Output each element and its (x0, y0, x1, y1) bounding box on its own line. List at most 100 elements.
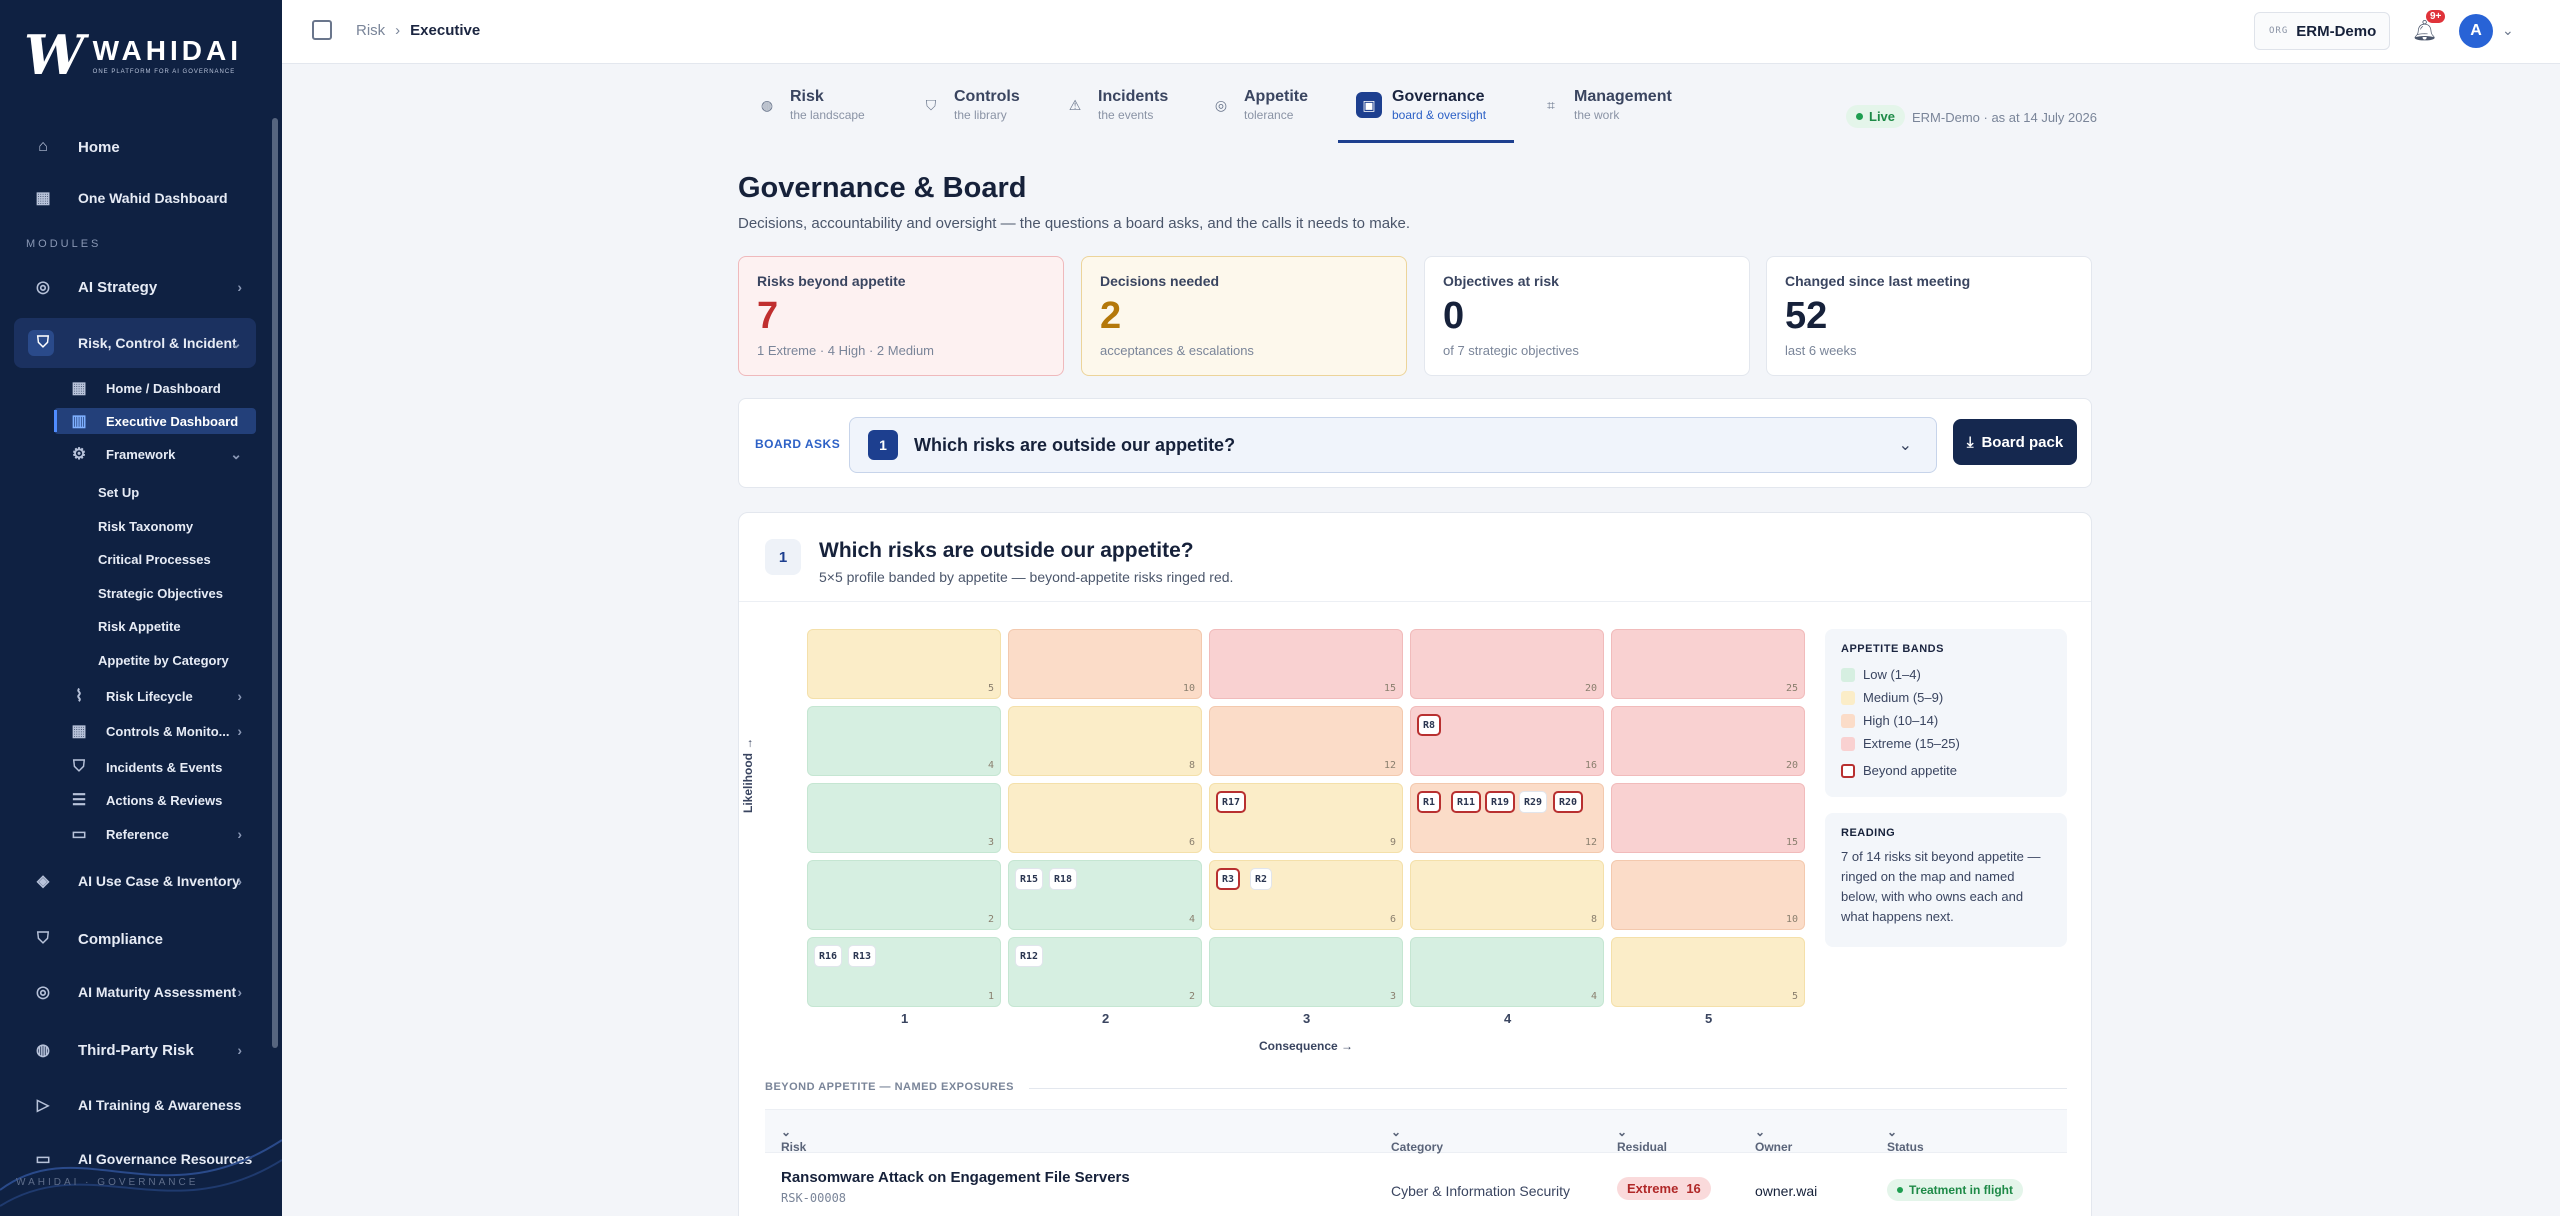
kpi-risks-beyond-appetite[interactable]: Risks beyond appetite 7 1 Extreme · 4 High… (738, 256, 1064, 376)
tab-incidents[interactable]: ⚠ Incidents the events (1062, 88, 1169, 142)
heatmap-cell[interactable]: 8 (1008, 706, 1202, 776)
cell-score: 16 (1584, 760, 1597, 771)
heatmap-cell[interactable]: 5 (807, 629, 1001, 699)
risk-chip[interactable]: R1 (1417, 791, 1442, 813)
heatmap-cell[interactable]: 10 (1008, 629, 1202, 699)
risk-chip[interactable]: R11 (1451, 791, 1482, 813)
tab-management[interactable]: ⌗ Management the work (1538, 88, 1672, 142)
sidebar-item-appetite-by-category[interactable]: Appetite by Category (0, 647, 282, 673)
board-pack-button[interactable]: ⤓ Board pack (1953, 419, 2077, 465)
heatmap-cell[interactable]: 3 (1209, 937, 1403, 1007)
sidebar-item-ai-strategy[interactable]: ◎ AI Strategy › (0, 270, 282, 304)
brand-logo[interactable]: W WAHIDAI ONE PLATFORM FOR AI GOVERNANCE (24, 28, 242, 82)
sidebar-item-dashboard[interactable]: ▦ One Wahid Dashboard (0, 181, 282, 215)
sidebar-item-risk-taxonomy[interactable]: Risk Taxonomy (0, 513, 282, 539)
heatmap-cell[interactable]: 15 (1611, 783, 1805, 853)
sidebar-item-risk-control-incident[interactable]: ⛉ Risk, Control & Incident ⌄ (0, 326, 282, 360)
target-icon: ◎ (36, 984, 50, 1001)
heatmap-cell[interactable]: 12 R1 R11 R19 R29 R20 (1410, 783, 1604, 853)
sidebar-item-controls[interactable]: ▦ Controls & Monito... › (0, 718, 282, 744)
shield-icon: ⛉ (925, 96, 937, 113)
sidebar-item-label: AI Strategy (78, 278, 158, 296)
risk-chip[interactable]: R8 (1417, 714, 1442, 736)
breadcrumb-root[interactable]: Risk (356, 22, 386, 39)
heatmap-cell[interactable]: 8 (1410, 860, 1604, 930)
heatmap-cell[interactable]: 20 (1611, 706, 1805, 776)
heatmap-cell[interactable]: 16 R8 (1410, 706, 1604, 776)
heatmap-cell[interactable]: 4 (1410, 937, 1604, 1007)
kpi-changed-since-last-meeting[interactable]: Changed since last meeting 52 last 6 weeks (1766, 256, 2092, 376)
heatmap-cell[interactable]: 20 (1410, 629, 1604, 699)
sidebar-item-critical-processes[interactable]: Critical Processes (0, 546, 282, 572)
risk-chip[interactable]: R19 (1485, 791, 1516, 813)
sidebar-item-compliance[interactable]: ⛉ Compliance (0, 922, 282, 956)
avatar[interactable]: A (2459, 14, 2493, 48)
risk-chip[interactable]: R17 (1216, 791, 1247, 813)
sidebar-scrollbar[interactable] (272, 118, 278, 1048)
heatmap-cell[interactable]: 3 (807, 783, 1001, 853)
residual-badge: Extreme 16 (1617, 1177, 1711, 1200)
sidebar-item-reference[interactable]: ▭ Reference › (0, 821, 282, 847)
status-badge: Treatment in flight (1887, 1179, 2024, 1201)
sidebar-item-strategic-objectives[interactable]: Strategic Objectives (0, 580, 282, 606)
column-header-status[interactable]: Status ⌄ (1887, 1125, 1924, 1154)
heatmap-cell[interactable]: 15 (1209, 629, 1403, 699)
risk-chip[interactable]: R20 (1553, 791, 1584, 813)
sidebar-item-third-party[interactable]: ◍ Third-Party Risk › (0, 1033, 282, 1067)
sidebar-item-executive-dashboard[interactable]: ▥ Executive Dashboard (0, 408, 282, 434)
sidebar-item-incidents[interactable]: ⛉ Incidents & Events (0, 754, 282, 780)
risk-chip[interactable]: R2 (1250, 868, 1273, 890)
logo-wordmark: WAHIDAI (92, 35, 242, 66)
sidebar-item-risk-appetite[interactable]: Risk Appetite (0, 613, 282, 639)
table-row[interactable]: Ransomware Attack on Engagement File Ser… (765, 1153, 2067, 1216)
heatmap-cell[interactable]: 6 R3 R2 (1209, 860, 1403, 930)
sidebar-item-ai-resources[interactable]: ▭ AI Governance Resources › (0, 1142, 282, 1176)
tab-governance[interactable]: ▣ Governance board & oversight (1356, 88, 1486, 142)
heatmap-cell[interactable]: 4 (807, 706, 1001, 776)
collapse-sidebar-icon[interactable] (312, 20, 332, 40)
heatmap-cell[interactable]: 25 (1611, 629, 1805, 699)
heatmap-cell[interactable]: 2 (807, 860, 1001, 930)
sidebar-item-set-up[interactable]: Set Up (0, 479, 282, 505)
risk-chip[interactable]: R12 (1015, 945, 1044, 967)
sidebar-item-ai-use-case[interactable]: ◈ AI Use Case & Inventory › (0, 864, 282, 898)
column-header-category[interactable]: Category ⌄ (1391, 1125, 1444, 1154)
risk-chip[interactable]: R15 (1015, 868, 1044, 890)
chart-icon: ⌗ (1547, 96, 1555, 113)
risk-chip[interactable]: R13 (848, 945, 877, 967)
sidebar-item-ai-training[interactable]: ▷ AI Training & Awareness (0, 1088, 282, 1122)
heatmap-cell[interactable]: 2 R12 (1008, 937, 1202, 1007)
sidebar-item-actions[interactable]: ☰ Actions & Reviews (0, 787, 282, 813)
column-header-risk[interactable]: Risk ⌄ (781, 1125, 807, 1154)
tab-risk[interactable]: ◍ Risk the landscape (754, 88, 865, 142)
kpi-objectives-at-risk[interactable]: Objectives at risk 0 of 7 strategic object… (1424, 256, 1750, 376)
board-question-select[interactable]: 1 Which risks are outside our appetite? … (849, 417, 1937, 473)
tab-controls[interactable]: ⛉ Controls the library (918, 88, 1020, 142)
legend-title: APPETITE BANDS (1841, 643, 1944, 655)
heatmap-cell[interactable]: 4 R15 R18 (1008, 860, 1202, 930)
sidebar-item-ai-maturity[interactable]: ◎ AI Maturity Assessment › (0, 975, 282, 1009)
heatmap-cell[interactable]: 10 (1611, 860, 1805, 930)
sidebar-item-home-dashboard[interactable]: ▦ Home / Dashboard (0, 375, 282, 401)
heatmap-cell[interactable]: 5 (1611, 937, 1805, 1007)
risk-chip[interactable]: R18 (1049, 868, 1078, 890)
heatmap-cell[interactable]: 9 R17 (1209, 783, 1403, 853)
column-header-residual[interactable]: Residual ⌄ (1617, 1125, 1668, 1154)
heatmap-cell[interactable]: 12 (1209, 706, 1403, 776)
notifications-bell-icon[interactable]: 🔔︎ 9+ (2412, 10, 2446, 44)
sidebar-item-framework[interactable]: ⚙ Framework ⌄ (0, 441, 282, 467)
sidebar-item-risk-lifecycle[interactable]: ⌇ Risk Lifecycle › (0, 683, 282, 709)
column-header-owner[interactable]: Owner ⌄ (1755, 1125, 1793, 1154)
heatmap-cell[interactable]: 1 R16 R13 (807, 937, 1001, 1007)
org-switcher[interactable]: ORG ERM-Demo (2254, 12, 2390, 50)
risk-chip[interactable]: R29 (1519, 791, 1548, 813)
sidebar-item-home[interactable]: ⌂ Home (0, 130, 282, 164)
sidebar-item-label: Home / Dashboard (106, 380, 221, 396)
chevron-down-icon[interactable]: ⌄ (2502, 22, 2514, 38)
kpi-decisions-needed[interactable]: Decisions needed 2 acceptances & escalatio… (1081, 256, 1407, 376)
risk-chip[interactable]: R3 (1216, 868, 1241, 890)
heatmap-cell[interactable]: 6 (1008, 783, 1202, 853)
risk-name[interactable]: Ransomware Attack on Engagement File Ser… (781, 1169, 1130, 1186)
tab-appetite[interactable]: ◎ Appetite tolerance (1208, 88, 1308, 142)
risk-chip[interactable]: R16 (814, 945, 843, 967)
